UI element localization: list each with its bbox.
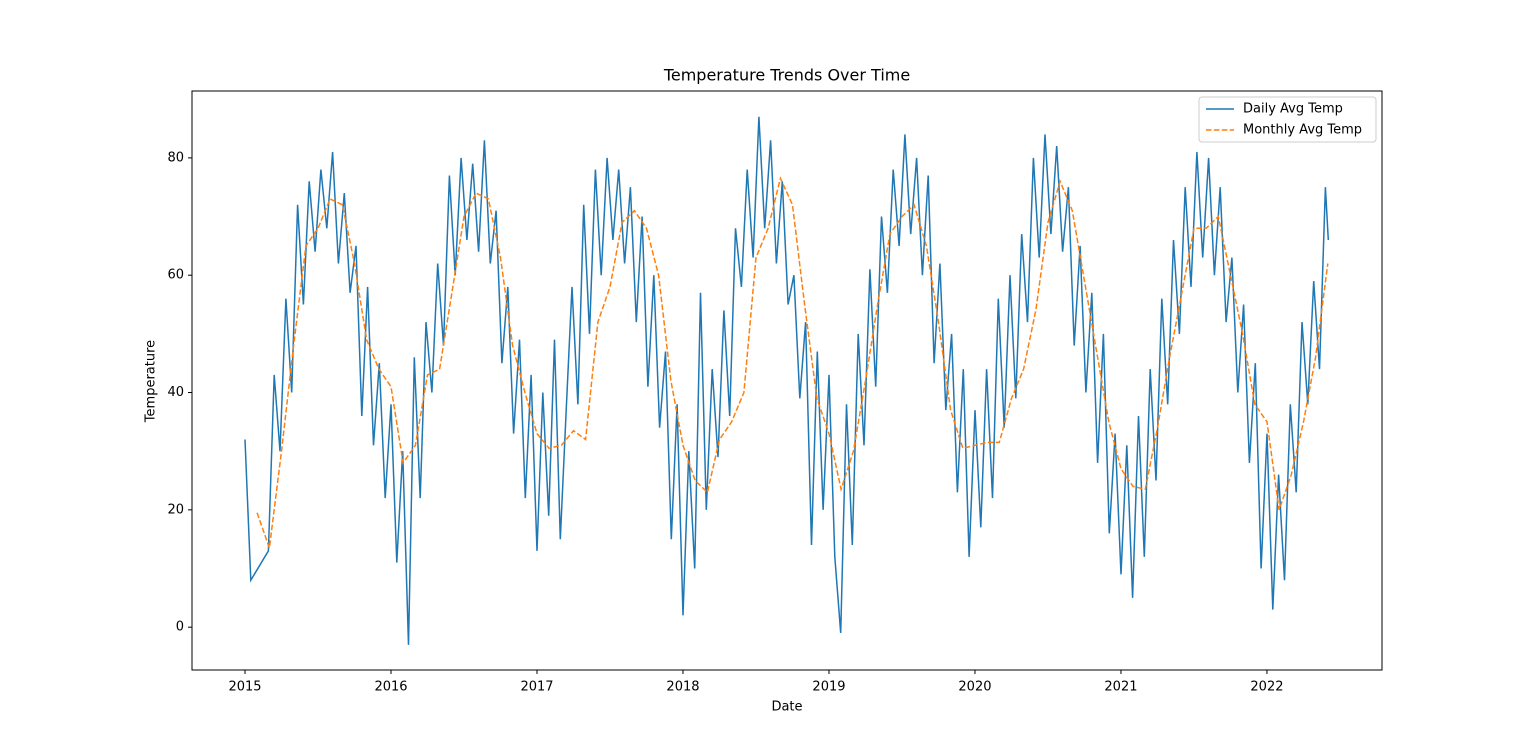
y-axis-label: Temperature	[144, 340, 159, 423]
x-tick-label: 2016	[374, 680, 407, 695]
y-tick-label: 20	[167, 502, 184, 517]
x-tick-label: 2019	[812, 680, 845, 695]
x-axis-label: Date	[771, 700, 802, 715]
series-line	[256, 176, 1329, 549]
y-tick-label: 0	[176, 620, 184, 635]
chart-title: Temperature Trends Over Time	[663, 66, 910, 85]
y-tick-label: 40	[167, 385, 184, 400]
y-tick-label: 60	[167, 268, 184, 283]
y-tick-label: 80	[167, 150, 184, 165]
x-tick-label: 2018	[666, 680, 699, 695]
legend-label: Monthly Avg Temp	[1243, 123, 1362, 138]
legend-label: Daily Avg Temp	[1243, 102, 1343, 117]
x-tick-label: 2022	[1250, 680, 1283, 695]
x-tick-label: 2020	[958, 680, 991, 695]
series-line	[244, 116, 1330, 645]
x-tick-label: 2017	[520, 680, 553, 695]
x-tick-label: 2015	[228, 680, 261, 695]
x-tick-label: 2021	[1104, 680, 1137, 695]
legend-box	[1198, 96, 1377, 143]
plot-frame	[191, 90, 1383, 671]
